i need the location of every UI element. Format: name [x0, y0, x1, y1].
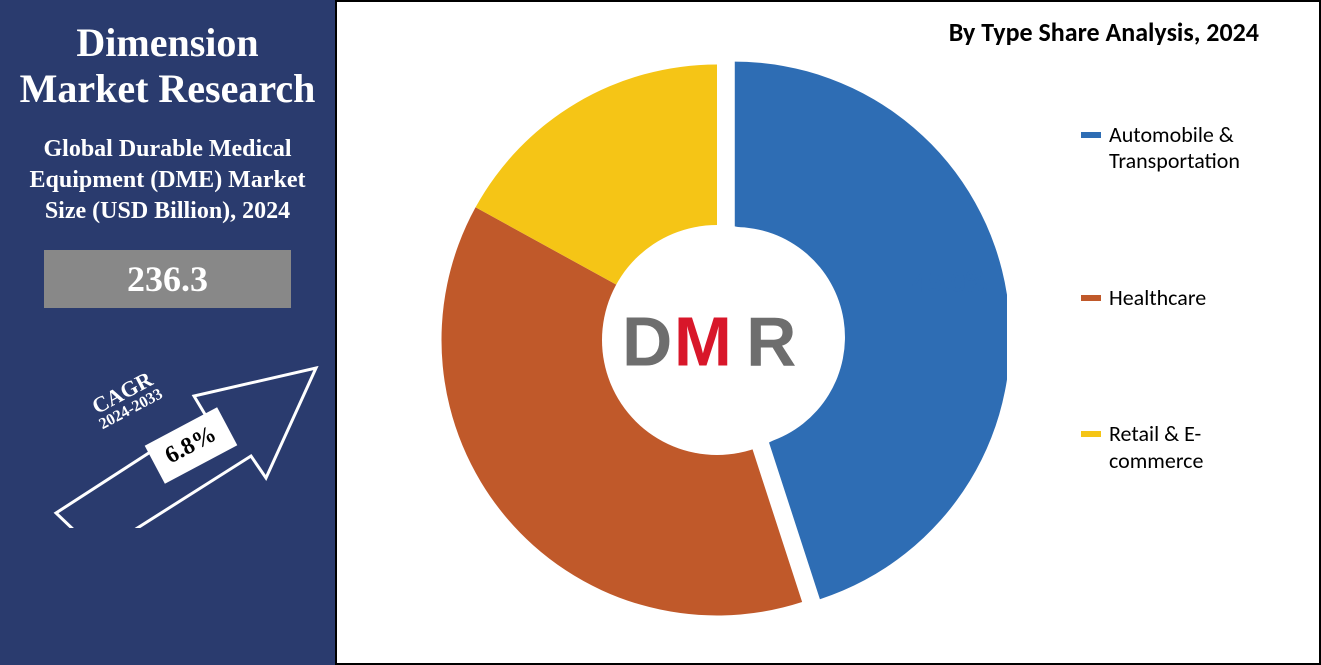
brand-title: Dimension Market Research: [18, 20, 317, 112]
legend-item-healthcare: Healthcare: [1081, 285, 1291, 311]
svg-text:R: R: [746, 302, 796, 380]
legend-label: Automobile & Transportation: [1109, 122, 1291, 175]
legend-label: Healthcare: [1109, 285, 1206, 311]
cagr-arrow-area: CAGR 2024-2033 6.8%: [18, 338, 317, 538]
legend-swatch: [1081, 132, 1101, 138]
svg-text:M: M: [674, 302, 732, 380]
chart-title: By Type Share Analysis, 2024: [949, 16, 1259, 48]
legend-item-automobile: Automobile & Transportation: [1081, 122, 1291, 175]
chart-panel: By Type Share Analysis, 2024 D M R 45.0%…: [335, 0, 1321, 665]
legend-swatch: [1081, 295, 1101, 301]
donut-chart: D M R: [427, 50, 1007, 630]
sidebar-panel: Dimension Market Research Global Durable…: [0, 0, 335, 665]
market-value-box: 236.3: [44, 250, 291, 308]
dmr-logo: D M R: [602, 225, 832, 455]
market-subtitle: Global Durable Medical Equipment (DME) M…: [18, 134, 317, 228]
svg-text:D: D: [622, 302, 672, 380]
legend-swatch: [1081, 431, 1101, 437]
legend: Automobile & Transportation Healthcare R…: [1081, 122, 1291, 474]
legend-label: Retail & E-commerce: [1109, 421, 1291, 474]
legend-item-retail: Retail & E-commerce: [1081, 421, 1291, 474]
slice-pct-label: 45.0%: [912, 264, 988, 301]
